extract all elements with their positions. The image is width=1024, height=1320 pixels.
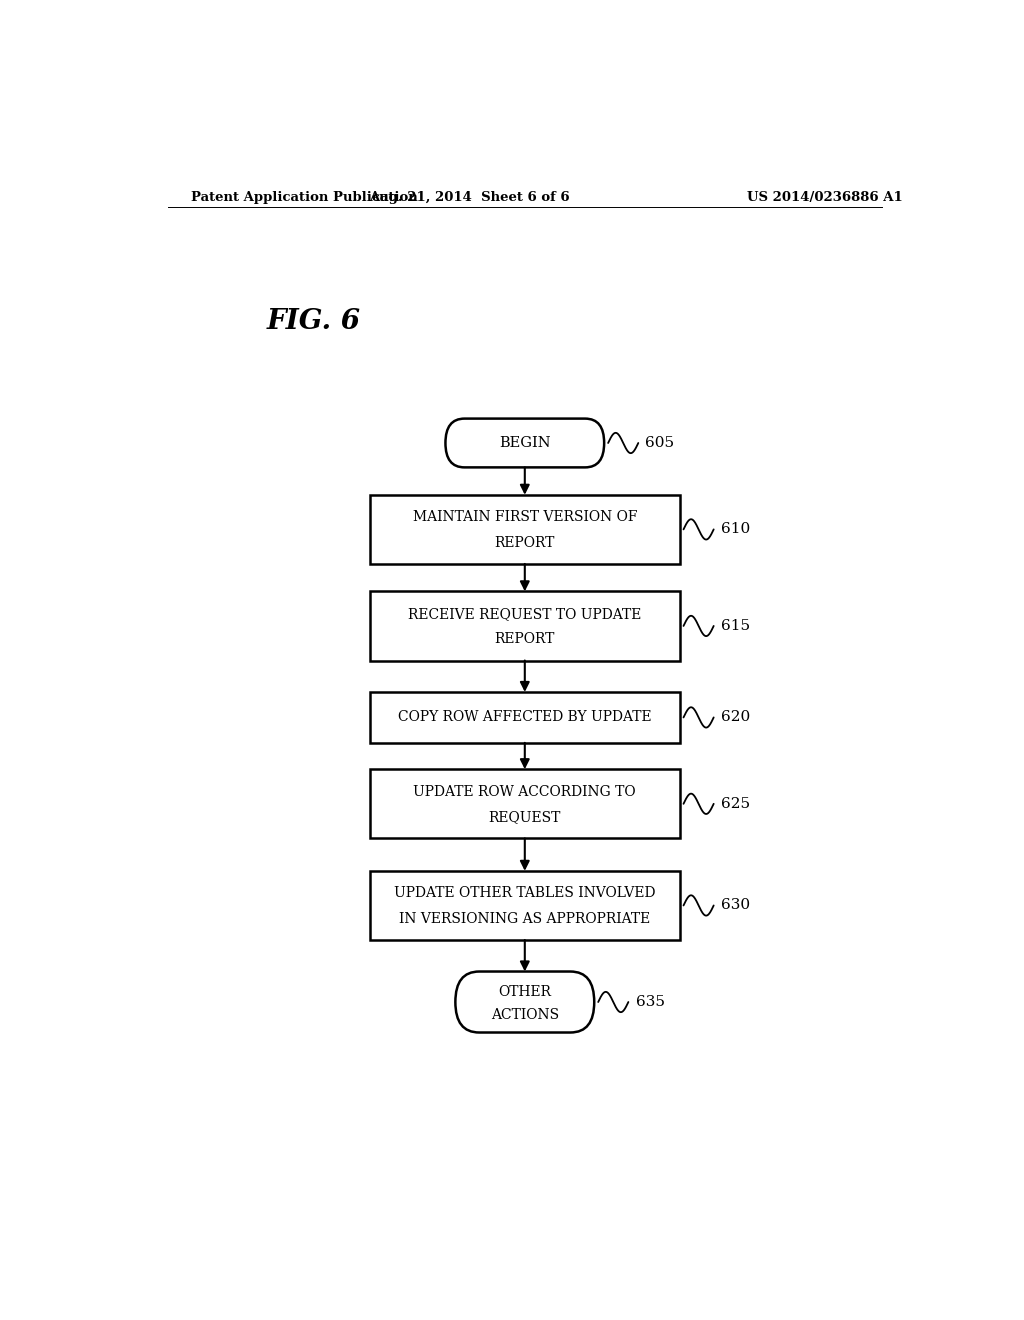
Text: OTHER: OTHER [499,985,551,999]
Text: 635: 635 [636,995,665,1008]
Text: 630: 630 [721,899,750,912]
Text: UPDATE ROW ACCORDING TO: UPDATE ROW ACCORDING TO [414,784,636,799]
Text: Patent Application Publication: Patent Application Publication [191,190,418,203]
Text: REPORT: REPORT [495,536,555,549]
Text: BEGIN: BEGIN [499,436,551,450]
Text: 615: 615 [721,619,750,634]
FancyBboxPatch shape [456,972,594,1032]
Text: REPORT: REPORT [495,632,555,647]
Text: Aug. 21, 2014  Sheet 6 of 6: Aug. 21, 2014 Sheet 6 of 6 [369,190,569,203]
Text: 620: 620 [721,710,750,725]
Text: MAINTAIN FIRST VERSION OF: MAINTAIN FIRST VERSION OF [413,511,637,524]
Text: IN VERSIONING AS APPROPRIATE: IN VERSIONING AS APPROPRIATE [399,912,650,925]
Text: COPY ROW AFFECTED BY UPDATE: COPY ROW AFFECTED BY UPDATE [398,710,651,725]
Bar [370,770,680,838]
FancyBboxPatch shape [445,418,604,467]
Text: 605: 605 [645,436,675,450]
Bar [370,871,680,940]
Bar [370,591,680,660]
Text: REQUEST: REQUEST [488,810,561,824]
Text: 610: 610 [721,523,750,536]
Text: UPDATE OTHER TABLES INVOLVED: UPDATE OTHER TABLES INVOLVED [394,886,655,900]
Text: ACTIONS: ACTIONS [490,1008,559,1022]
Bar [370,495,680,564]
Bar [370,692,680,743]
Text: US 2014/0236886 A1: US 2014/0236886 A1 [748,190,903,203]
Text: 625: 625 [721,797,750,810]
Text: FIG. 6: FIG. 6 [267,308,360,334]
Text: RECEIVE REQUEST TO UPDATE: RECEIVE REQUEST TO UPDATE [409,607,641,620]
